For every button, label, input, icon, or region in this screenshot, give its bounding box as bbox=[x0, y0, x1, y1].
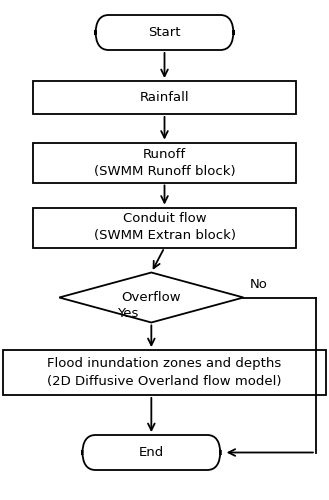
Text: Overflow: Overflow bbox=[121, 291, 181, 304]
Text: Start: Start bbox=[148, 26, 181, 39]
Text: Yes: Yes bbox=[117, 307, 138, 320]
Bar bbox=[33, 142, 296, 182]
Bar bbox=[33, 81, 296, 114]
Text: Runoff
(SWMM Runoff block): Runoff (SWMM Runoff block) bbox=[94, 148, 235, 178]
Text: Flood inundation zones and depths
(2D Diffusive Overland flow model): Flood inundation zones and depths (2D Di… bbox=[47, 358, 282, 388]
Bar bbox=[3, 350, 326, 395]
Bar bbox=[33, 208, 296, 248]
FancyBboxPatch shape bbox=[95, 15, 234, 50]
Text: End: End bbox=[139, 446, 164, 459]
Text: No: No bbox=[250, 278, 268, 291]
Text: Conduit flow
(SWMM Extran block): Conduit flow (SWMM Extran block) bbox=[93, 212, 236, 242]
Text: Rainfall: Rainfall bbox=[140, 91, 189, 104]
FancyBboxPatch shape bbox=[82, 435, 220, 470]
Polygon shape bbox=[59, 272, 243, 322]
